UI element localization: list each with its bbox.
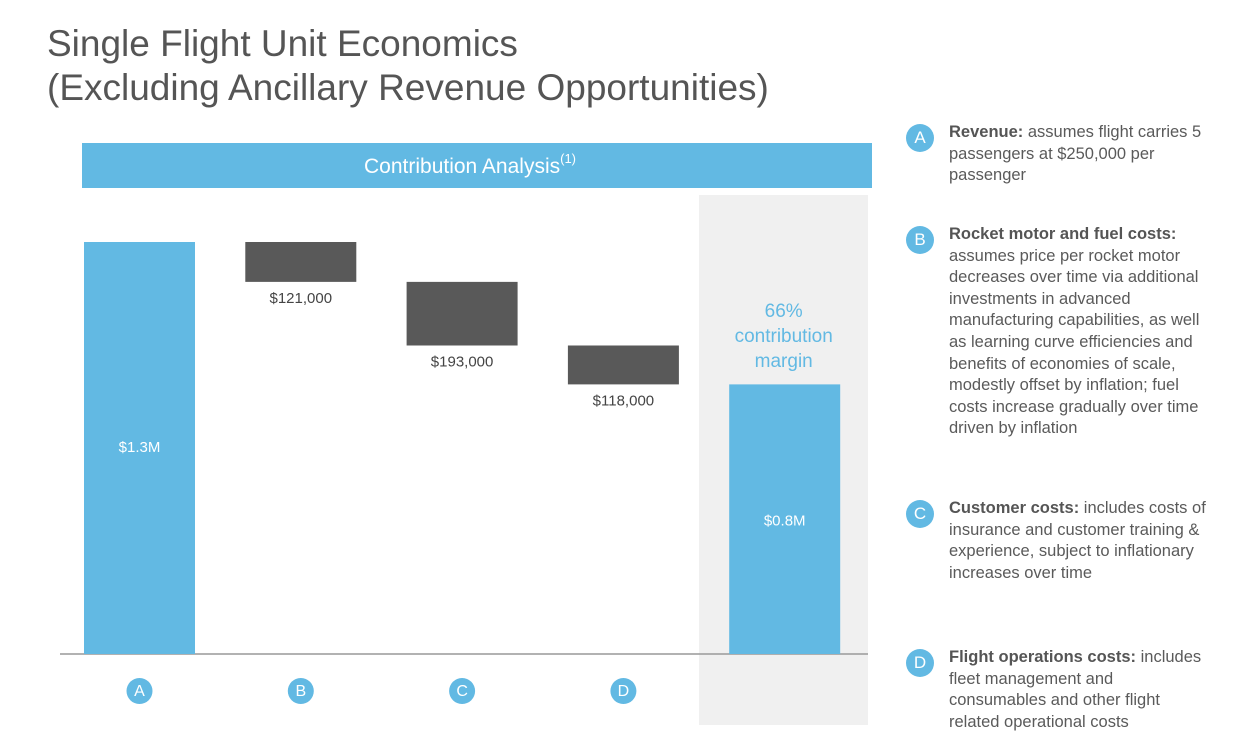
bar	[729, 384, 841, 654]
annotation: 66%	[765, 301, 803, 322]
note-body: Customer costs: includes costs of insura…	[949, 498, 1211, 584]
x-tick-label: B	[295, 683, 306, 700]
annotation: margin	[755, 351, 813, 372]
note-heading: Flight operations costs:	[949, 648, 1137, 666]
bar	[406, 281, 518, 346]
category-dot	[126, 678, 153, 704]
value-label: $0.8M	[764, 512, 806, 529]
value-label: $118,000	[593, 392, 654, 409]
header-text: Contribution Analysis	[364, 155, 560, 178]
note-text: assumes flight carries 5 passengers at $…	[949, 123, 1202, 185]
category-dot	[449, 678, 476, 704]
note-text: includes fleet management and consumable…	[949, 648, 1202, 731]
category-dot	[287, 678, 314, 704]
note-letter: B	[906, 226, 934, 254]
bar	[567, 345, 679, 385]
note-letter: C	[906, 500, 934, 528]
header-note: (1)	[560, 151, 576, 166]
x-tick-label: C	[456, 683, 468, 700]
note-heading: Customer costs:	[949, 499, 1080, 517]
value-label: $1.3M	[119, 439, 161, 456]
header-bar	[82, 143, 872, 188]
header: Contribution Analysis(1)	[364, 151, 576, 177]
note-letter: D	[906, 649, 934, 677]
note-heading: Rocket motor and fuel costs:	[949, 225, 1177, 243]
category-dot	[610, 678, 637, 704]
annotation: contribution	[735, 326, 833, 347]
chart-title: Single Flight Unit Economics	[47, 23, 518, 64]
note-text: assumes price per rocket motor decreases…	[949, 246, 1200, 438]
value-label: $121,000	[270, 290, 333, 307]
bar	[245, 242, 357, 282]
bar	[84, 242, 195, 654]
value-label: $193,000	[431, 353, 494, 370]
note-heading: Revenue:	[949, 123, 1024, 141]
note-body: Revenue: assumes flight carries 5 passen…	[949, 122, 1211, 187]
chart-subtitle: (Excluding Ancillary Revenue Opportuniti…	[47, 67, 769, 108]
note-body: Flight operations costs: includes fleet …	[949, 647, 1211, 733]
note-body: Rocket motor and fuel costs: assumes pri…	[949, 224, 1211, 440]
x-tick-label: D	[618, 683, 630, 700]
note-text: includes costs of insurance and customer…	[949, 499, 1206, 582]
note-letter: A	[906, 124, 934, 152]
x-tick-label: A	[134, 683, 145, 700]
